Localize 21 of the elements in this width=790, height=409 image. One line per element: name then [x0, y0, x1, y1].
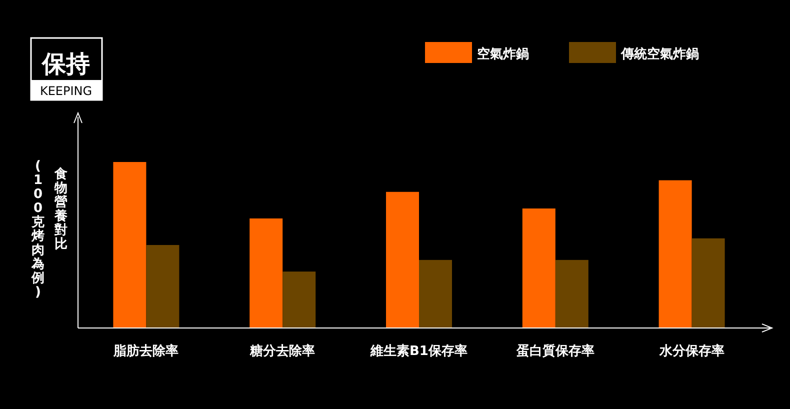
x-tick-label: 糖分去除率	[249, 343, 316, 359]
bar	[419, 260, 452, 328]
bar	[250, 218, 283, 328]
y-axis-title: 食物營養對比	[54, 167, 68, 252]
x-tick-label: 蛋白質保存率	[515, 343, 594, 359]
bar	[658, 180, 692, 328]
legend-label: 空氣炸鍋	[477, 46, 529, 62]
chart-subtitle: KEEPING	[40, 84, 92, 98]
bar	[555, 260, 588, 328]
x-tick-label: 水分保存率	[658, 343, 724, 359]
bar	[282, 272, 316, 328]
legend-label: 傳統空氣炸鍋	[620, 46, 699, 62]
bar	[113, 162, 146, 328]
bar	[522, 208, 556, 328]
chart-title: 保持	[41, 50, 90, 78]
bar	[692, 238, 725, 328]
x-tick-label: 維生素B1保存率	[370, 343, 468, 359]
bar	[146, 245, 180, 328]
x-tick-label: 脂肪去除率	[112, 343, 179, 359]
text: (100克烤肉為例)	[32, 159, 44, 300]
bar	[386, 192, 419, 328]
